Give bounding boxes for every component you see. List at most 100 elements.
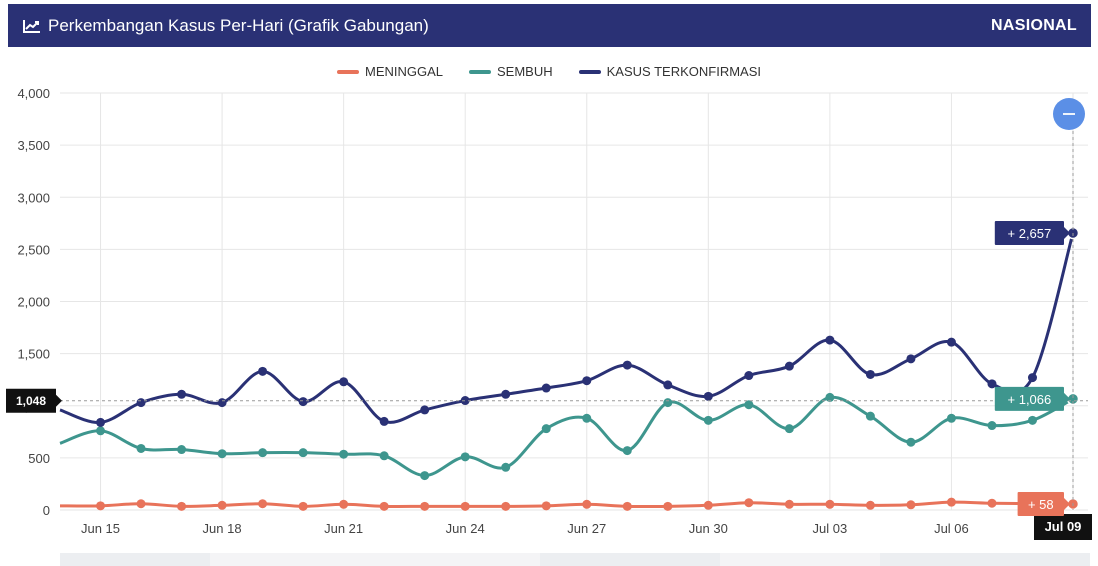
data-point-kasus-terkonfirmasi [460, 396, 470, 406]
data-point-kasus-terkonfirmasi [663, 380, 673, 390]
data-point-sembuh [663, 398, 673, 408]
legend-swatch [337, 69, 359, 74]
crosshair-y-label-box [6, 388, 56, 413]
data-point-meninggal [582, 499, 592, 509]
data-point-sembuh [825, 392, 835, 402]
data-point-kasus-terkonfirmasi [177, 389, 187, 399]
data-point-sembuh [298, 448, 308, 458]
legend-item-kasus-terkonfirmasi[interactable]: KASUS TERKONFIRMASI [578, 64, 761, 79]
data-point-sembuh [177, 445, 187, 455]
data-point-kasus-terkonfirmasi [217, 398, 227, 408]
data-point-meninggal [784, 499, 794, 509]
footer-strip [60, 553, 1090, 566]
y-tick-label: 3,500 [17, 138, 50, 153]
tooltip-pointer [1064, 497, 1070, 510]
tooltip-meninggal: + 58 [1017, 491, 1070, 516]
data-point-meninggal [622, 501, 632, 511]
series-line-sembuh [59, 395, 1074, 478]
data-point-kasus-terkonfirmasi [582, 376, 592, 386]
data-point-kasus-terkonfirmasi [420, 405, 430, 415]
data-point-kasus-terkonfirmasi [541, 383, 551, 393]
series-line-meninggal [59, 500, 1074, 509]
data-point-sembuh [379, 451, 389, 461]
legend-label: MENINGGAL [365, 64, 444, 79]
data-point-sembuh [339, 449, 349, 459]
y-tick-label: 2,000 [17, 295, 50, 310]
data-point-sembuh [420, 471, 430, 481]
data-point-meninggal [541, 501, 551, 511]
data-point-sembuh [946, 413, 956, 423]
data-point-sembuh [987, 421, 997, 431]
data-point-sembuh [541, 424, 551, 434]
data-point-meninggal [865, 500, 875, 510]
data-point-sembuh [217, 449, 227, 459]
tooltip-box [994, 386, 1064, 411]
data-point-sembuh [582, 413, 592, 423]
data-point-meninggal [501, 501, 511, 511]
data-point-kasus-terkonfirmasi [1027, 373, 1037, 383]
data-point-kasus-terkonfirmasi [339, 377, 349, 387]
data-point-kasus-terkonfirmasi [946, 337, 956, 347]
tooltip-pointer [1064, 392, 1070, 405]
data-point-sembuh [865, 411, 875, 421]
chart-title: Perkembangan Kasus Per-Hari (Grafik Gabu… [48, 15, 429, 35]
data-point-meninggal [379, 501, 389, 511]
data-point-meninggal [96, 501, 106, 511]
data-point-kasus-terkonfirmasi [906, 354, 916, 364]
data-point-meninggal [177, 501, 187, 511]
x-tick-label: Jun 30 [689, 521, 728, 536]
data-point-sembuh [136, 443, 146, 453]
data-point-sembuh [1027, 415, 1037, 425]
data-point-kasus-terkonfirmasi [501, 389, 511, 399]
data-point-kasus-terkonfirmasi [825, 335, 835, 345]
series-line-kasus-terkonfirmasi [59, 232, 1075, 424]
legend-item-sembuh[interactable]: SEMBUH [469, 64, 553, 79]
data-point-sembuh [460, 452, 470, 462]
data-point-sembuh [258, 448, 268, 458]
crosshair-x-label-box [1034, 514, 1092, 540]
y-tick-label: 0 [43, 503, 50, 518]
data-point-meninggal [420, 501, 430, 511]
legend-item-meninggal[interactable]: MENINGGAL [337, 64, 443, 79]
data-point-meninggal [258, 499, 268, 509]
y-tick-label: 3,000 [17, 190, 50, 205]
chart-legend: MENINGGAL SEMBUH KASUS TERKONFIRMASI [0, 64, 1098, 79]
data-point-sembuh [744, 400, 754, 410]
legend-label: SEMBUH [497, 64, 553, 79]
tooltip-kasus-terkonfirmasi: + 2,657 [994, 221, 1070, 246]
y-tick-label: 500 [28, 451, 50, 466]
data-point-kasus-terkonfirmasi [784, 361, 794, 371]
data-point-sembuh [622, 446, 632, 456]
data-point-kasus-terkonfirmasi [379, 416, 389, 426]
y-tick-label: 4,000 [17, 86, 50, 101]
data-point-meninggal [339, 499, 349, 509]
tooltip-pointer [1064, 227, 1070, 240]
data-point-meninggal [987, 498, 997, 508]
data-point-meninggal [136, 499, 146, 509]
data-point-sembuh [784, 424, 794, 434]
y-tick-label: 2,500 [17, 242, 50, 257]
data-point-kasus-terkonfirmasi [865, 369, 875, 379]
x-tick-label: Jun 27 [567, 521, 606, 536]
tooltip-label: + 2,657 [1008, 226, 1052, 241]
data-point-meninggal [298, 501, 308, 511]
legend-label: KASUS TERKONFIRMASI [606, 64, 761, 79]
data-point-meninggal [825, 499, 835, 509]
x-tick-label: Jul 06 [934, 521, 969, 536]
zoom-out-button[interactable] [1053, 98, 1085, 130]
data-point-meninggal [663, 501, 673, 511]
data-point-sembuh [501, 462, 511, 472]
series-kasus-terkonfirmasi [59, 226, 1080, 427]
tooltip-label: + 1,066 [1008, 392, 1052, 407]
x-tick-label: Jul 03 [813, 521, 848, 536]
series-meninggal [59, 497, 1080, 511]
data-point-meninggal [217, 500, 227, 510]
chart-header: Perkembangan Kasus Per-Hari (Grafik Gabu… [8, 4, 1091, 47]
series-sembuh [59, 392, 1080, 481]
legend-swatch [578, 69, 601, 74]
data-point-meninggal [460, 501, 470, 511]
tooltip-sembuh: + 1,066 [994, 386, 1070, 411]
data-point-sembuh [96, 426, 106, 436]
data-point-meninggal [744, 498, 754, 508]
